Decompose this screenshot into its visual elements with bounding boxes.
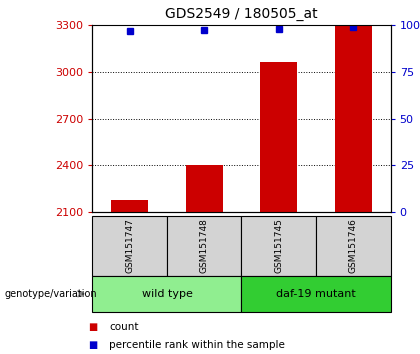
Text: percentile rank within the sample: percentile rank within the sample	[109, 340, 285, 350]
Text: GSM151748: GSM151748	[200, 218, 209, 274]
Bar	[335, 26, 372, 212]
Bar	[111, 200, 148, 212]
Text: GSM151746: GSM151746	[349, 218, 358, 274]
Text: GSM151747: GSM151747	[125, 218, 134, 274]
Text: daf-19 mutant: daf-19 mutant	[276, 289, 356, 299]
Text: count: count	[109, 322, 139, 332]
Bar	[260, 62, 297, 212]
Text: ■: ■	[88, 340, 97, 350]
Text: ■: ■	[88, 322, 97, 332]
Bar	[186, 166, 223, 212]
Text: genotype/variation: genotype/variation	[4, 289, 97, 299]
Text: wild type: wild type	[142, 289, 192, 299]
Text: GSM151745: GSM151745	[274, 218, 283, 274]
Title: GDS2549 / 180505_at: GDS2549 / 180505_at	[165, 7, 318, 21]
